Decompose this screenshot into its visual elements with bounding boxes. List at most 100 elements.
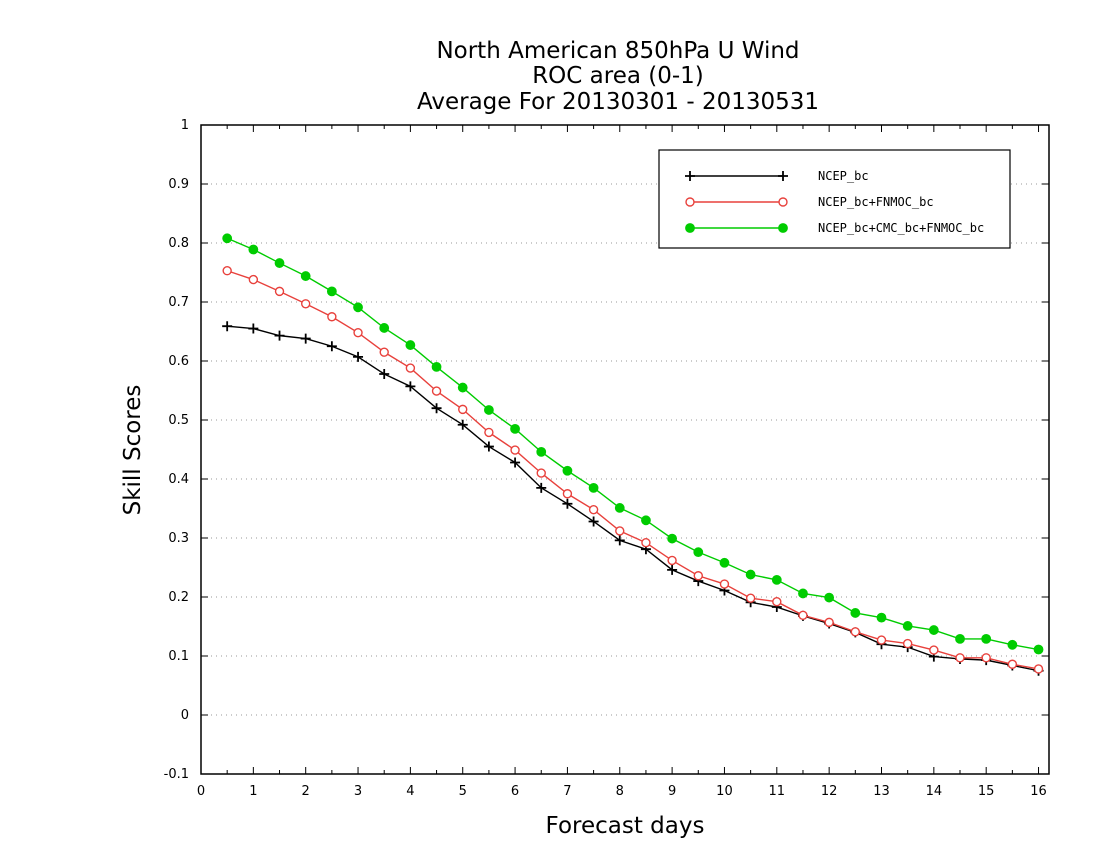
data-point [614,535,625,546]
data-point [641,538,651,548]
y-tick-label: 0.3 [168,531,189,546]
data-point [981,633,992,644]
legend-label: NCEP_bc+FNMOC_bc [818,195,934,209]
data-point [458,404,468,415]
legend-item: NCEP_bc [685,169,869,183]
data-point [222,321,233,332]
data-point [353,327,363,338]
data-point [798,610,808,620]
data-point [588,482,599,493]
y-tick-label: 0.6 [168,354,189,369]
data-point [536,482,547,493]
data-point [772,597,782,607]
y-tick-label: 0.7 [168,295,189,310]
legend-label: NCEP_bc [818,169,869,183]
title-line-2: ROC area (0-1) [532,63,704,89]
data-point [536,446,547,457]
x-tick-label: 4 [406,784,414,799]
data-point [641,515,651,526]
data-point [457,382,468,393]
data-point [771,574,782,585]
series-line [226,270,1039,670]
series-1 [222,266,1044,674]
data-point [588,504,599,515]
data-point [685,223,695,233]
data-point [588,516,599,527]
title-line-1: North American 850hPa U Wind [436,38,799,64]
data-point [431,386,442,396]
legend-item: NCEP_bc+CMC_bc+FNMOC_bc [685,221,984,235]
data-point [484,405,494,415]
data-point [431,403,442,414]
data-point [510,457,521,468]
chart-title: North American 850hPa U Wind ROC area (0… [417,38,819,115]
data-point [405,381,416,392]
data-point [850,608,861,618]
data-point [405,340,416,350]
series-line [226,237,1039,651]
legend-box [658,149,1011,249]
y-axis-label: Skill Scores [120,385,146,516]
x-tick-label: 11 [769,784,786,799]
data-point [274,286,285,297]
series-group [222,233,1044,676]
data-point [326,341,337,352]
x-tick-label: 5 [459,784,467,799]
legend-label: NCEP_bc+CMC_bc+FNMOC_bc [818,221,984,235]
data-point [745,593,756,603]
data-point [824,617,834,628]
data-point [405,363,416,373]
data-point [510,423,520,434]
data-point [562,498,573,509]
data-point [902,621,913,631]
data-point [1007,659,1018,669]
data-point [981,653,991,663]
data-point [929,645,939,655]
data-point [300,271,311,281]
series-0 [222,321,1044,676]
data-point [274,258,285,268]
y-tick-label: 0.2 [168,590,189,605]
data-point [483,441,494,452]
data-point [327,312,337,322]
x-axis-label: Forecast days [546,813,705,839]
data-point [379,347,389,357]
x-tick-label: 12 [821,784,838,799]
x-tick-label: 2 [302,784,310,799]
data-point [778,223,788,233]
data-point [876,635,887,645]
axis-ticks: -0.100.10.20.30.40.50.60.70.80.910 1 2 3 4 5 6… [164,118,1049,799]
data-point [928,625,939,635]
x-tick-label: 1 [249,784,257,799]
data-point [876,612,887,623]
data-point [379,368,390,379]
data-point [484,427,494,438]
data-point [248,274,259,285]
data-point [778,171,788,181]
plot-frame [200,124,1050,775]
x-tick-label: 0 [197,784,205,799]
data-point [824,592,835,603]
series-line [227,325,1039,672]
data-point [778,197,788,207]
data-point [562,465,573,476]
gridlines [201,183,1049,716]
data-point [685,171,695,181]
data-point [685,197,695,207]
data-point [745,569,756,580]
data-point [353,351,364,362]
x-tick-label: 15 [978,784,995,799]
x-tick-label: 6 [511,784,519,799]
data-point [326,286,337,297]
data-point [562,489,573,499]
data-point [353,302,363,313]
series-2 [222,233,1044,655]
y-tick-label: 1 [181,118,189,133]
data-point [222,233,233,244]
y-tick-label: 0 [181,708,189,723]
x-tick-label: 16 [1030,784,1047,799]
x-tick-label: 3 [354,784,362,799]
data-point [798,588,808,599]
y-tick-label: 0.4 [168,472,189,487]
